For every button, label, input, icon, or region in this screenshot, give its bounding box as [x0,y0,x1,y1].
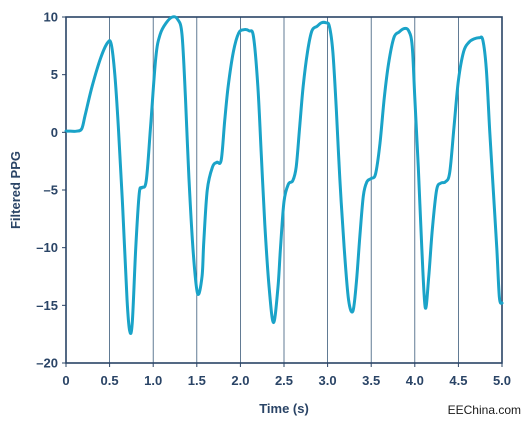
x-tick-label: 5.0 [493,373,511,388]
x-tick-label: 1.0 [144,373,162,388]
y-tick-label: –10 [36,240,58,255]
x-tick-label: 0 [62,373,69,388]
x-tick-label: 2.0 [231,373,249,388]
x-tick-label: 0.5 [101,373,119,388]
y-tick-label: –5 [44,183,58,198]
x-tick-label: 4.0 [406,373,424,388]
y-tick-label: 5 [51,67,58,82]
x-tick-label: 3.5 [362,373,380,388]
grid-lines [109,17,459,363]
ppg-series-line [64,15,504,335]
y-tick-label: –20 [36,356,58,371]
x-tick-label: 1.5 [188,373,206,388]
x-tick-label: 3.0 [319,373,337,388]
y-axis-ticks: 10 5 0 –5 –10 –15 –20 [36,10,66,371]
x-axis-ticks: 0 0.5 1.0 1.5 2.0 2.5 3.0 3.5 4.0 4.5 5.0 [62,363,511,388]
y-tick-label: 0 [51,125,58,140]
x-axis-label: Time (s) [259,401,309,416]
y-tick-label: –15 [36,298,58,313]
x-tick-label: 4.5 [449,373,467,388]
y-tick-label: 10 [44,10,58,25]
y-axis-label: Filtered PPG [8,151,23,229]
watermark-text: EEChina.com [448,403,521,417]
x-tick-label: 2.5 [275,373,293,388]
